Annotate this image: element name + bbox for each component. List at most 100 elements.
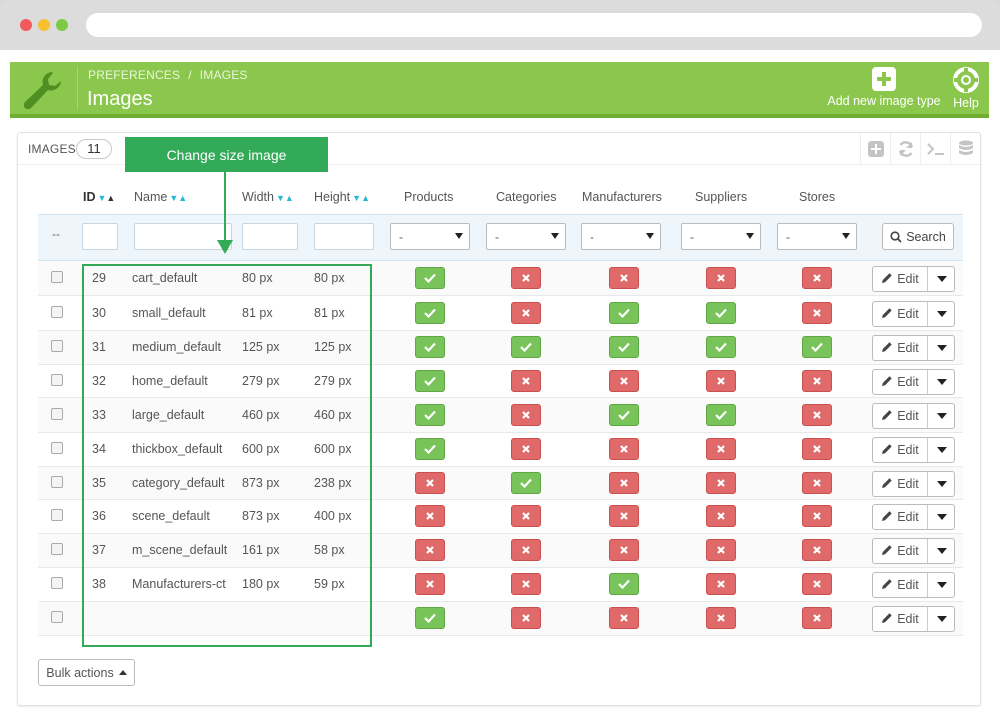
filter-manufacturers-select[interactable]: - (581, 223, 661, 250)
address-bar[interactable] (86, 13, 982, 37)
cross-icon[interactable] (802, 573, 832, 595)
cross-icon[interactable] (609, 370, 639, 392)
cross-icon[interactable] (802, 539, 832, 561)
cross-icon[interactable] (609, 539, 639, 561)
column-header-id[interactable]: ID ▼▲ (83, 190, 116, 204)
row-actions-dropdown[interactable] (929, 607, 955, 631)
sort-icon[interactable]: ▼▲ (97, 193, 116, 203)
edit-button[interactable]: Edit (873, 472, 928, 496)
minimize-window-icon[interactable] (38, 19, 50, 31)
check-icon[interactable] (415, 267, 445, 289)
row-checkbox[interactable] (51, 442, 63, 454)
row-checkbox[interactable] (51, 271, 63, 283)
cross-icon[interactable] (802, 472, 832, 494)
row-actions-dropdown[interactable] (929, 472, 955, 496)
cross-icon[interactable] (511, 267, 541, 289)
cross-icon[interactable] (802, 505, 832, 527)
check-icon[interactable] (609, 573, 639, 595)
cross-icon[interactable] (609, 267, 639, 289)
maximize-window-icon[interactable] (56, 19, 68, 31)
check-icon[interactable] (415, 404, 445, 426)
table-row[interactable]: 29 cart_default 80 px 80 px Edit (38, 261, 963, 296)
row-actions-dropdown[interactable] (929, 302, 955, 326)
cross-icon[interactable] (415, 539, 445, 561)
filter-name-input[interactable] (134, 223, 232, 250)
check-icon[interactable] (706, 302, 736, 324)
cross-icon[interactable] (511, 539, 541, 561)
breadcrumb-images[interactable]: IMAGES (199, 68, 248, 82)
cross-icon[interactable] (609, 438, 639, 460)
row-checkbox[interactable] (51, 408, 63, 420)
filter-id-input[interactable] (82, 223, 118, 250)
cross-icon[interactable] (802, 267, 832, 289)
table-row[interactable]: 31 medium_default 125 px 125 px Edit (38, 331, 963, 365)
refresh-icon[interactable] (890, 133, 920, 165)
cross-icon[interactable] (511, 573, 541, 595)
cross-icon[interactable] (511, 404, 541, 426)
cross-icon[interactable] (706, 370, 736, 392)
cross-icon[interactable] (706, 539, 736, 561)
cross-icon[interactable] (706, 607, 736, 629)
edit-button[interactable]: Edit (873, 336, 928, 360)
sql-query-icon[interactable] (920, 133, 950, 165)
table-row[interactable]: 32 home_default 279 px 279 px Edit (38, 365, 963, 398)
filter-height-input[interactable] (314, 223, 374, 250)
row-actions-dropdown[interactable] (929, 573, 955, 597)
column-header-name[interactable]: Name ▼▲ (134, 190, 188, 204)
check-icon[interactable] (609, 404, 639, 426)
cross-icon[interactable] (706, 505, 736, 527)
sort-icon[interactable]: ▼▲ (169, 193, 188, 203)
cross-icon[interactable] (511, 438, 541, 460)
filter-suppliers-select[interactable]: - (681, 223, 761, 250)
filter-stores-select[interactable]: - (777, 223, 857, 250)
table-row[interactable]: 34 thickbox_default 600 px 600 px Edit (38, 433, 963, 467)
filter-categories-select[interactable]: - (486, 223, 566, 250)
edit-button[interactable]: Edit (873, 505, 928, 529)
column-header-height[interactable]: Height ▼▲ (314, 190, 370, 204)
column-header-width[interactable]: Width ▼▲ (242, 190, 294, 204)
breadcrumb-preferences[interactable]: PREFERENCES (88, 68, 181, 82)
row-actions-dropdown[interactable] (929, 404, 955, 428)
cross-icon[interactable] (802, 302, 832, 324)
cross-icon[interactable] (415, 505, 445, 527)
cross-icon[interactable] (802, 404, 832, 426)
row-checkbox[interactable] (51, 509, 63, 521)
cross-icon[interactable] (609, 505, 639, 527)
row-actions-dropdown[interactable] (929, 267, 955, 291)
check-icon[interactable] (609, 302, 639, 324)
row-checkbox[interactable] (51, 476, 63, 488)
table-row[interactable]: 33 large_default 460 px 460 px Edit (38, 398, 963, 433)
check-icon[interactable] (706, 336, 736, 358)
filter-width-input[interactable] (242, 223, 298, 250)
table-row[interactable]: 36 scene_default 873 px 400 px Edit (38, 500, 963, 534)
sort-icon[interactable]: ▼▲ (275, 193, 294, 203)
cross-icon[interactable] (511, 370, 541, 392)
check-icon[interactable] (511, 472, 541, 494)
database-icon[interactable] (950, 133, 980, 165)
edit-button[interactable]: Edit (873, 370, 928, 394)
edit-button[interactable]: Edit (873, 607, 928, 631)
help-button[interactable]: Help (946, 67, 986, 110)
edit-button[interactable]: Edit (873, 404, 928, 428)
check-icon[interactable] (415, 336, 445, 358)
row-actions-dropdown[interactable] (929, 505, 955, 529)
edit-button[interactable]: Edit (873, 267, 928, 291)
check-icon[interactable] (706, 404, 736, 426)
cross-icon[interactable] (802, 438, 832, 460)
check-icon[interactable] (415, 438, 445, 460)
row-checkbox[interactable] (51, 306, 63, 318)
edit-button[interactable]: Edit (873, 438, 928, 462)
edit-button[interactable]: Edit (873, 539, 928, 563)
check-icon[interactable] (415, 302, 445, 324)
check-icon[interactable] (511, 336, 541, 358)
cross-icon[interactable] (609, 472, 639, 494)
row-actions-dropdown[interactable] (929, 370, 955, 394)
table-row[interactable]: 37 m_scene_default 161 px 58 px Edit (38, 534, 963, 568)
cross-icon[interactable] (511, 505, 541, 527)
cross-icon[interactable] (706, 438, 736, 460)
cross-icon[interactable] (415, 472, 445, 494)
cross-icon[interactable] (706, 472, 736, 494)
table-row[interactable]: Edit (38, 602, 963, 636)
close-window-icon[interactable] (20, 19, 32, 31)
table-row[interactable]: 30 small_default 81 px 81 px Edit (38, 297, 963, 331)
